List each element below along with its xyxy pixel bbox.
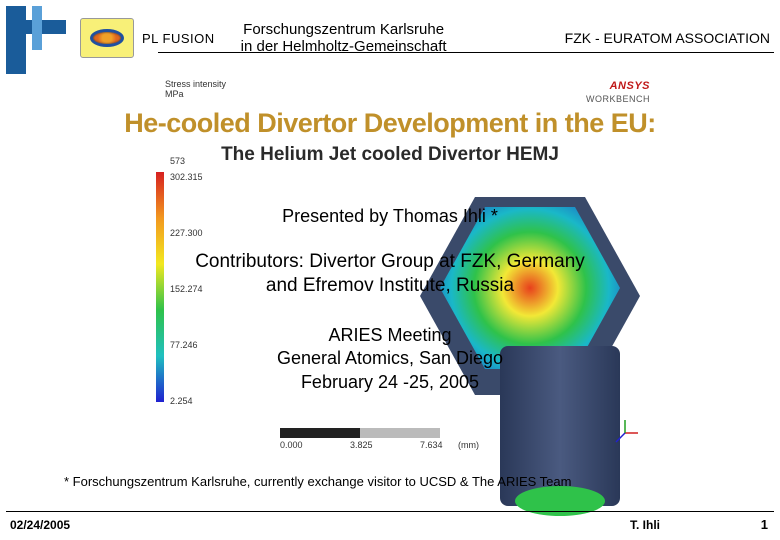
association-label: FZK - EURATOM ASSOCIATION (565, 30, 770, 46)
contributors-l2: and Efremov Institute, Russia (0, 274, 780, 298)
ansys-sub: WORKBENCH (586, 94, 650, 104)
scale-tick-2: 7.634 (420, 440, 443, 450)
footer-rule (6, 511, 774, 512)
footnote: * Forschungszentrum Karlsruhe, currently… (64, 474, 770, 489)
footer-author: T. Ihli (630, 518, 660, 532)
institution-line1: Forschungszentrum Karlsruhe (241, 21, 447, 38)
legend-val-2: 227.300 (170, 228, 203, 238)
slide-root: PL FUSION Forschungszentrum Karlsruhe in… (0, 0, 780, 540)
fusion-logo (80, 18, 134, 58)
header: PL FUSION Forschungszentrum Karlsruhe in… (80, 8, 770, 68)
scale-bar (280, 428, 440, 438)
footer-date: 02/24/2005 (10, 518, 70, 532)
venue-l1: ARIES Meeting (0, 324, 780, 347)
scale-tick-1: 3.825 (350, 440, 373, 450)
venue-l2: General Atomics, San Diego (0, 347, 780, 370)
footer-page: 1 (761, 517, 768, 532)
presented-by: Presented by Thomas Ihli * (0, 206, 780, 227)
contributors-l1: Contributors: Divertor Group at FZK, Ger… (0, 250, 780, 274)
venue-l3: February 24 -25, 2005 (0, 371, 780, 394)
sim-legend-title-l2: MPa (165, 90, 226, 100)
title-sub: The Helium Jet cooled Divertor HEMJ (0, 144, 780, 166)
axis-triad (610, 418, 640, 448)
sim-legend-title: Stress intensity MPa (165, 80, 226, 100)
scale-tick-0: 0.000 (280, 440, 303, 450)
frame-bar-accent (32, 6, 42, 50)
header-rule (158, 52, 774, 53)
title-main: He-cooled Divertor Development in the EU… (0, 108, 780, 139)
frame-bar-vert (6, 6, 26, 74)
legend-val-1: 302.315 (170, 172, 203, 182)
torus-icon (90, 29, 124, 47)
venue-block: ARIES Meeting General Atomics, San Diego… (0, 324, 780, 394)
scale-unit: (mm) (458, 440, 479, 450)
ansys-badge: ANSYS (610, 80, 650, 92)
contributors: Contributors: Divertor Group at FZK, Ger… (0, 250, 780, 298)
pl-fusion-label: PL FUSION (142, 31, 215, 46)
institution-block: Forschungszentrum Karlsruhe in der Helmh… (241, 21, 447, 56)
legend-val-5: 2.254 (170, 396, 193, 406)
